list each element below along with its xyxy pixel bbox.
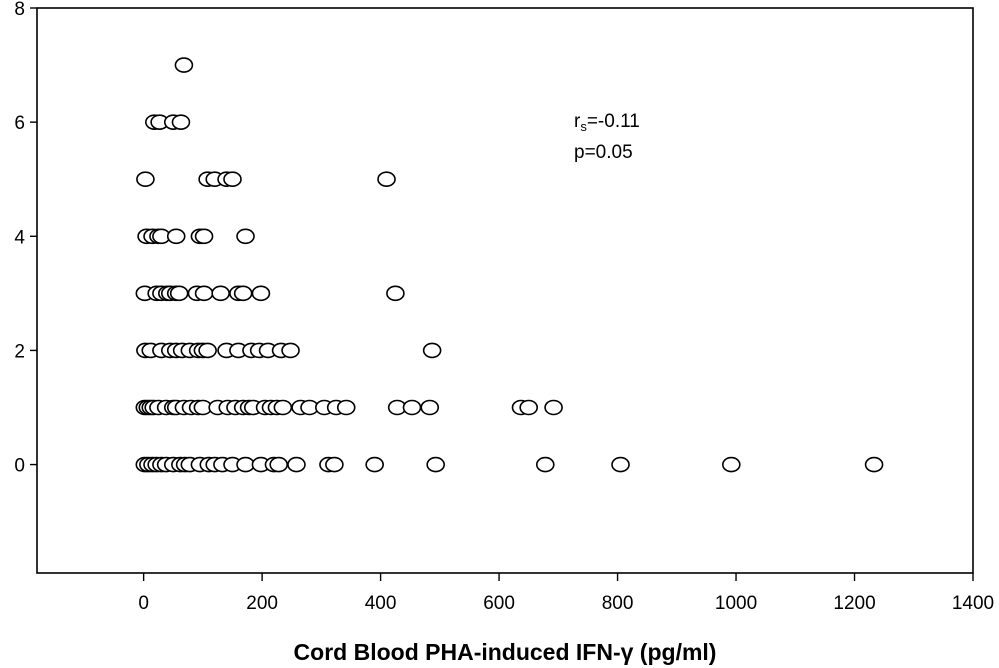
x-tick-label: 400	[365, 593, 397, 614]
data-point	[336, 399, 356, 416]
y-tick-label: 6	[14, 113, 25, 134]
data-point	[223, 171, 242, 188]
data-point	[721, 456, 741, 473]
data-point	[236, 456, 255, 473]
x-tick-label: 800	[602, 593, 634, 614]
data-point	[136, 171, 155, 188]
stat-subscript: s	[580, 119, 587, 134]
y-axis: 0 2 4 6 8	[14, 0, 37, 477]
data-point	[169, 285, 189, 302]
data-point	[198, 342, 217, 359]
data-point	[251, 285, 271, 302]
data-point	[544, 399, 563, 416]
x-tick-label: 1000	[715, 593, 757, 614]
data-point	[194, 228, 214, 245]
data-point	[422, 342, 442, 359]
x-tick-label: 1400	[952, 593, 994, 614]
y-tick-label: 2	[14, 341, 25, 362]
data-point	[171, 114, 191, 130]
correlation-annotation: rs=-0.11	[574, 111, 640, 134]
data-point	[236, 228, 255, 245]
data-point	[420, 399, 440, 416]
data-point	[194, 285, 214, 302]
data-point	[535, 456, 555, 473]
y-tick-label: 8	[14, 0, 25, 20]
x-tick-label: 1200	[833, 593, 875, 614]
stat-symbol: r	[574, 111, 581, 132]
data-point	[325, 456, 344, 473]
x-axis: 0 200 400 600 800 1000 1200 1400	[138, 573, 994, 614]
y-tick-label: 0	[14, 456, 25, 477]
data-point	[233, 285, 253, 302]
x-tick-label: 600	[483, 593, 515, 614]
plot-frame	[36, 7, 974, 574]
data-point	[426, 456, 445, 473]
stat-value: =-0.11	[587, 111, 640, 132]
y-tick-label: 4	[14, 227, 25, 248]
data-point	[174, 57, 194, 73]
data-point	[365, 456, 384, 473]
x-axis-title: Cord Blood PHA-induced IFN-γ (pg/ml)	[294, 639, 717, 665]
data-point	[269, 456, 289, 473]
data-points	[135, 57, 884, 473]
p-value-annotation: p=0.05	[574, 142, 633, 163]
data-point	[864, 456, 884, 473]
data-point	[211, 285, 230, 302]
x-tick-label: 0	[138, 593, 149, 614]
data-point	[611, 456, 630, 473]
data-point	[402, 399, 422, 416]
data-point	[386, 285, 405, 302]
data-point	[273, 399, 293, 416]
data-point	[281, 342, 300, 359]
x-tick-label: 200	[246, 593, 278, 614]
data-point	[166, 228, 186, 245]
data-point	[519, 399, 538, 416]
data-point	[287, 456, 306, 473]
data-point	[377, 171, 396, 188]
